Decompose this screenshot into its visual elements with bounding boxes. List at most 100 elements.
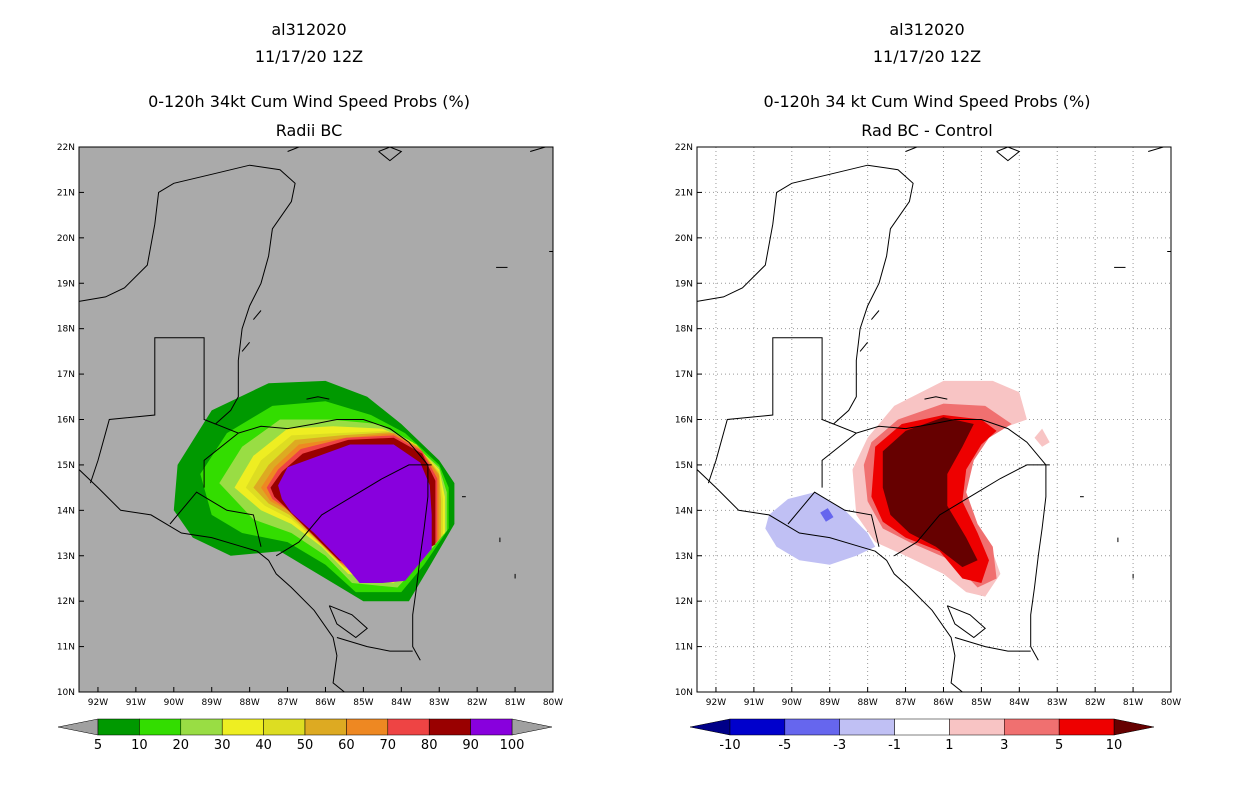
colorbar-swatch-0	[97, 718, 140, 736]
colorbar-swatch-4	[263, 718, 306, 736]
colorbar-label-5: 50	[297, 738, 314, 753]
colorbar-label-3: 30	[214, 738, 231, 753]
coastline-5	[821, 432, 857, 488]
x-tick-label-92W: 92W	[88, 698, 108, 708]
coastline-8	[924, 396, 948, 400]
colorbar-label-2: 20	[173, 738, 190, 753]
colorbar-swatch-3	[221, 718, 264, 736]
contour-10	[882, 417, 978, 568]
coastline-6	[336, 637, 413, 652]
y-tick-label-11N: 11N	[57, 643, 75, 653]
y-tick-label-17N: 17N	[675, 370, 693, 380]
x-tick-label-92W: 92W	[706, 698, 726, 708]
x-tick-label-81W: 81W	[1123, 698, 1143, 708]
y-tick-label-20N: 20N	[57, 234, 75, 244]
colorbar-under-triangle	[689, 718, 731, 736]
y-tick-label-13N: 13N	[675, 552, 693, 562]
colorbar-swatch-5	[304, 718, 347, 736]
left-panel: al312020 11/17/20 12Z 0-120h 34kt Cum Wi…	[57, 20, 563, 753]
contour-1_5	[1034, 428, 1050, 447]
x-tick-label-83W: 83W	[1047, 698, 1067, 708]
x-tick-label-83W: 83W	[429, 698, 449, 708]
coastline-1	[697, 469, 963, 692]
x-tick-label-81W: 81W	[505, 698, 525, 708]
colorbar-under-triangle	[57, 718, 99, 736]
colorbar-label-6: 5	[1055, 738, 1063, 753]
x-tick-label-90W: 90W	[164, 698, 184, 708]
y-tick-label-10N: 10N	[675, 688, 693, 698]
x-tick-label-84W: 84W	[391, 698, 411, 708]
x-tick-label-82W: 82W	[1085, 698, 1105, 708]
x-tick-label-89W: 89W	[202, 698, 222, 708]
x-tick-label-91W: 91W	[744, 698, 764, 708]
coastline-4	[169, 491, 262, 547]
coastline-10	[287, 147, 300, 152]
y-tick-label-21N: 21N	[675, 188, 693, 198]
coastline-7	[328, 605, 368, 639]
contour--3	[820, 508, 834, 522]
y-tick-label-10N: 10N	[57, 688, 75, 698]
colorbar-label-4: 1	[945, 738, 953, 753]
x-tick-label-89W: 89W	[820, 698, 840, 708]
y-tick-label-12N: 12N	[57, 597, 75, 607]
colorbar-swatch-0	[729, 718, 786, 736]
colorbar-swatch-4	[949, 718, 1005, 736]
y-tick-label-18N: 18N	[57, 325, 75, 335]
x-tick-label-88W: 88W	[239, 698, 259, 708]
colorbar-swatch-5	[1004, 718, 1060, 736]
x-tick-label-91W: 91W	[126, 698, 146, 708]
x-tick-label-86W: 86W	[315, 698, 335, 708]
left-storm-id: al312020	[271, 20, 347, 39]
coastline-13	[1148, 147, 1164, 152]
colorbar-swatch-6	[1058, 718, 1115, 736]
right-map-plot: 92W 91W 90W 89W 88W 87W 86W 85W 84W 83W 82W 81W 80W 1…	[675, 143, 1181, 753]
x-tick-label-86W: 86W	[933, 698, 953, 708]
coastline-1	[79, 469, 345, 692]
colorbar-label-8: 80	[421, 738, 438, 753]
colorbar-swatch-8	[428, 718, 471, 736]
colorbar-label-1: 10	[131, 738, 148, 753]
left-datetime: 11/17/20 12Z	[254, 47, 364, 66]
y-tick-label-13N: 13N	[57, 552, 75, 562]
colorbar-label-7: 10	[1106, 738, 1123, 753]
colorbar-swatch-7	[387, 718, 430, 736]
y-tick-label-11N: 11N	[675, 643, 693, 653]
colorbar-swatch-1	[784, 718, 840, 736]
colorbar-swatch-2	[180, 718, 223, 736]
y-tick-label-14N: 14N	[57, 506, 75, 516]
x-tick-label-80W: 80W	[543, 698, 563, 708]
contour-layer	[697, 147, 1171, 692]
y-tick-label-20N: 20N	[675, 234, 693, 244]
colorbar-label-5: 3	[1000, 738, 1008, 753]
right-chart-subtitle: Rad BC - Control	[861, 121, 993, 140]
x-tick-label-87W: 87W	[895, 698, 915, 708]
right-storm-id: al312020	[889, 20, 965, 39]
x-tick-label-80W: 80W	[1161, 698, 1181, 708]
x-tick-label-85W: 85W	[353, 698, 373, 708]
left-chart-title: 0-120h 34kt Cum Wind Speed Probs (%)	[148, 92, 470, 111]
coastlines	[79, 147, 553, 692]
coastline-5	[203, 432, 239, 488]
coastline-6	[954, 637, 1031, 652]
coastline-4	[787, 491, 880, 547]
y-tick-label-16N: 16N	[57, 416, 75, 426]
y-tick-label-19N: 19N	[57, 279, 75, 289]
coastline-17	[241, 341, 250, 352]
left-chart-subtitle: Radii BC	[275, 121, 343, 140]
y-tick-label-15N: 15N	[675, 461, 693, 471]
coastline-0	[79, 164, 429, 661]
colorbar-label-0: -10	[719, 738, 740, 753]
y-tick-label-16N: 16N	[675, 416, 693, 426]
coastline-7	[946, 605, 986, 639]
x-tick-label-88W: 88W	[857, 698, 877, 708]
y-tick-label-17N: 17N	[57, 370, 75, 380]
right-panel: al312020 11/17/20 12Z 0-120h 34 kt Cum W…	[618, 0, 1236, 800]
contour-layer	[79, 147, 553, 692]
colorbar-label-7: 70	[380, 738, 397, 753]
y-tick-label-22N: 22N	[57, 143, 75, 153]
y-tick-label-22N: 22N	[675, 143, 693, 153]
x-tick-label-84W: 84W	[1009, 698, 1029, 708]
coastline-10	[905, 147, 918, 152]
colorbar-swatch-1	[139, 718, 182, 736]
coastline-17	[859, 341, 868, 352]
